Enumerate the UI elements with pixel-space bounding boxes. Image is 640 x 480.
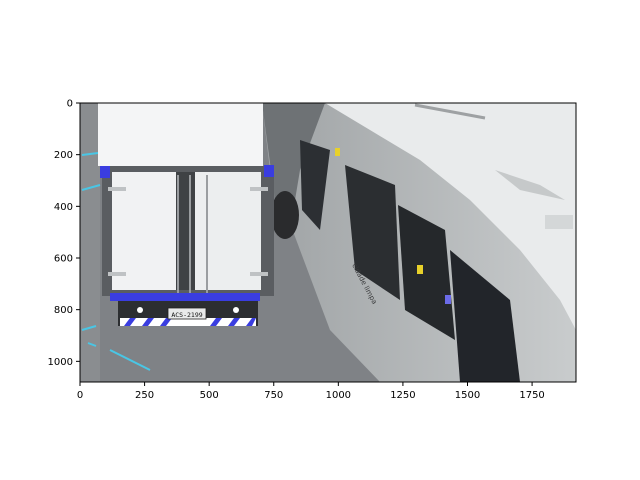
y-tick-label: 200 — [54, 150, 73, 161]
x-axis: 0 250 500 750 1000 1250 1500 1750 — [77, 382, 545, 401]
bus-window — [398, 205, 455, 340]
x-tick-label: 1250 — [390, 390, 415, 401]
truck-roof — [98, 103, 263, 166]
x-tick-label: 250 — [135, 390, 154, 401]
bus-window — [450, 250, 520, 382]
x-tick-label: 500 — [200, 390, 219, 401]
x-tick-label: 750 — [264, 390, 283, 401]
y-tick-label: 400 — [54, 202, 73, 213]
truck: ACS-2199 — [98, 103, 274, 326]
y-tick-label: 1000 — [48, 357, 73, 368]
y-tick-label: 600 — [54, 254, 73, 265]
truck-rear-door-left — [112, 172, 176, 290]
bus-window — [345, 165, 400, 300]
photo-image: cidade limpa — [80, 103, 576, 382]
bus: cidade limpa — [262, 103, 576, 382]
plot-frame — [79, 102, 577, 383]
y-axis: 0 200 400 600 800 1000 — [48, 99, 80, 368]
lane-marks — [81, 152, 151, 371]
x-tick-label: 0 — [77, 390, 83, 401]
bus-roof — [325, 103, 576, 330]
bus-door — [300, 140, 330, 230]
y-tick-label: 800 — [54, 305, 73, 316]
license-plate — [167, 307, 207, 320]
x-tick-label: 1750 — [519, 390, 544, 401]
y-tick-label: 0 — [67, 99, 73, 110]
x-tick-label: 1500 — [455, 390, 480, 401]
license-plate-text: ACS-2199 — [171, 311, 202, 319]
x-tick-label: 1000 — [326, 390, 351, 401]
